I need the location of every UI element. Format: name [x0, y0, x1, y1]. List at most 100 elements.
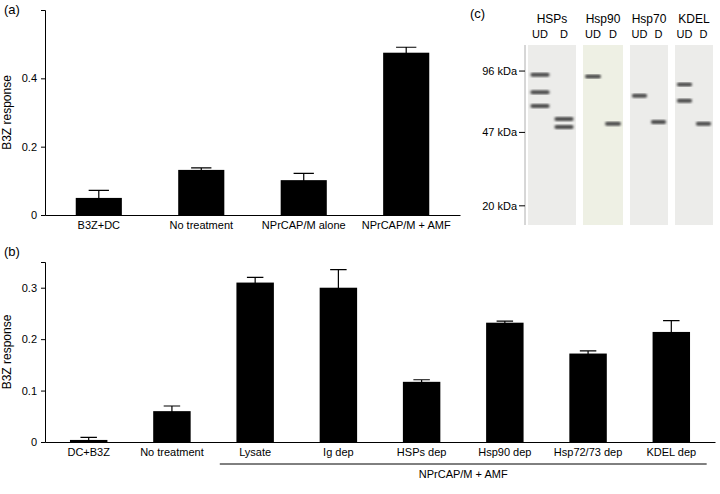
band — [554, 117, 573, 121]
plot-area — [76, 47, 430, 215]
x-tick: No treatment — [169, 219, 233, 231]
x-tick-label: Hsp72/73 dep — [554, 446, 623, 458]
error-bar — [413, 380, 429, 384]
y-tick: 0 — [31, 436, 45, 448]
bar — [178, 170, 224, 215]
bar-chart: DC+B3Z No treatment Lysate Ig dep HSPs dep Hs… — [0, 263, 716, 481]
x-tick: B3Z+DC — [78, 219, 121, 231]
band — [585, 75, 601, 79]
blot-title: HSPs — [537, 12, 568, 26]
plot-area — [70, 270, 690, 442]
band — [677, 83, 692, 87]
error-bar — [330, 270, 346, 306]
x-tick-label: Hsp90 dep — [478, 446, 531, 458]
lane-label: D — [700, 28, 708, 40]
y-tick-label: 96 kDa — [482, 65, 518, 77]
blot-membrane — [528, 45, 576, 225]
bar — [569, 354, 606, 442]
error-bar — [89, 190, 109, 205]
x-tick-label: NPrCAP/M alone — [262, 219, 346, 231]
blot-title: Hsp70 — [632, 12, 667, 26]
x-axis-line — [46, 215, 461, 216]
panel-label: (c) — [470, 6, 485, 21]
x-tick: NPrCAP/M alone — [262, 219, 346, 231]
y-axis-line — [525, 45, 526, 225]
blot-area — [528, 45, 713, 225]
x-tick-label: B3Z+DC — [78, 219, 121, 231]
y-axis-line — [41, 11, 46, 216]
y-tick-mark — [519, 132, 525, 133]
lane-label: D — [609, 28, 617, 40]
band — [651, 120, 666, 124]
lane-label: D — [655, 28, 663, 40]
error-bar — [247, 277, 263, 287]
lane-label: UD — [585, 28, 601, 40]
x-tick-label: Lysate — [239, 446, 271, 458]
x-tick-label: HSPs dep — [397, 446, 447, 458]
error-bar — [580, 351, 596, 356]
x-tick-label: NPrCAP/M + AMF — [362, 219, 451, 231]
y-tick-label: 0.2 — [22, 141, 37, 153]
band — [605, 122, 621, 126]
x-tick: KDEL dep — [646, 446, 696, 458]
x-axis-line — [46, 442, 716, 443]
bar — [383, 53, 429, 215]
band — [554, 125, 573, 129]
y-tick: 0.2 — [22, 333, 45, 345]
x-tick-label: Ig dep — [323, 446, 354, 458]
error-bar — [497, 321, 513, 324]
y-tick-mark — [519, 71, 525, 72]
bar — [486, 323, 523, 442]
lane-label: D — [560, 28, 568, 40]
y-tick: 0.1 — [22, 385, 45, 397]
bar — [320, 288, 357, 442]
lane-label: UD — [532, 28, 548, 40]
y-tick-label: 47 kDa — [482, 126, 518, 138]
x-tick: Hsp90 dep — [478, 446, 531, 458]
x-tick: Ig dep — [323, 446, 354, 458]
y-tick-label: 0.1 — [22, 385, 37, 397]
x-tick: Lysate — [239, 446, 271, 458]
blot-membrane — [675, 45, 713, 225]
x-tick: No treatment — [140, 446, 204, 458]
figure: (a)B3Z+DCNo treatmentNPrCAP/M aloneNPrCA… — [0, 0, 720, 494]
band — [530, 104, 549, 108]
lane-label: UD — [632, 28, 648, 40]
y-tick-mark — [41, 78, 45, 79]
y-axis-line — [41, 263, 46, 443]
bar — [403, 382, 440, 442]
y-axis-title: B3Z response — [0, 75, 14, 150]
blot-title: KDEL — [678, 12, 710, 26]
error-bar — [80, 437, 96, 442]
band — [677, 99, 692, 103]
y-tick-mark — [41, 147, 45, 148]
y-axis-title: B3Z response — [0, 314, 14, 389]
panel-label: (b) — [4, 244, 20, 259]
blot-title: Hsp90 — [586, 12, 621, 26]
y-tick-label: 0.2 — [22, 333, 37, 345]
x-tick-label: KDEL dep — [646, 446, 696, 458]
y-tick-mark — [41, 391, 45, 392]
y-tick: 0.4 — [22, 72, 45, 84]
band — [530, 73, 549, 77]
band — [530, 90, 549, 94]
y-tick-label: 0 — [31, 209, 37, 221]
blot-membrane — [630, 45, 668, 225]
y-tick-mark — [41, 442, 45, 443]
lane-label: UD — [677, 28, 693, 40]
x-tick-label: DC+B3Z — [67, 446, 110, 458]
x-tick: HSPs dep — [397, 446, 447, 458]
y-tick: 0 — [31, 209, 45, 221]
band — [696, 122, 711, 126]
x-axis: B3Z+DC No treatment NPrCAP/M alone NPrCAP/M… — [46, 216, 461, 231]
blot-panel: 96 kDa47 kDa20 kDaHSPsUDDHsp90UDDHsp70UD… — [482, 12, 713, 225]
group-bracket — [220, 464, 707, 465]
error-bar — [294, 173, 314, 187]
error-bar — [191, 168, 211, 172]
y-axis: 00.10.20.3 — [22, 263, 46, 449]
y-tick-mark — [41, 215, 45, 216]
x-tick: Hsp72/73 dep — [554, 446, 623, 458]
x-tick-label: No treatment — [169, 219, 233, 231]
bar — [653, 332, 690, 442]
y-tick-mark — [519, 205, 525, 206]
